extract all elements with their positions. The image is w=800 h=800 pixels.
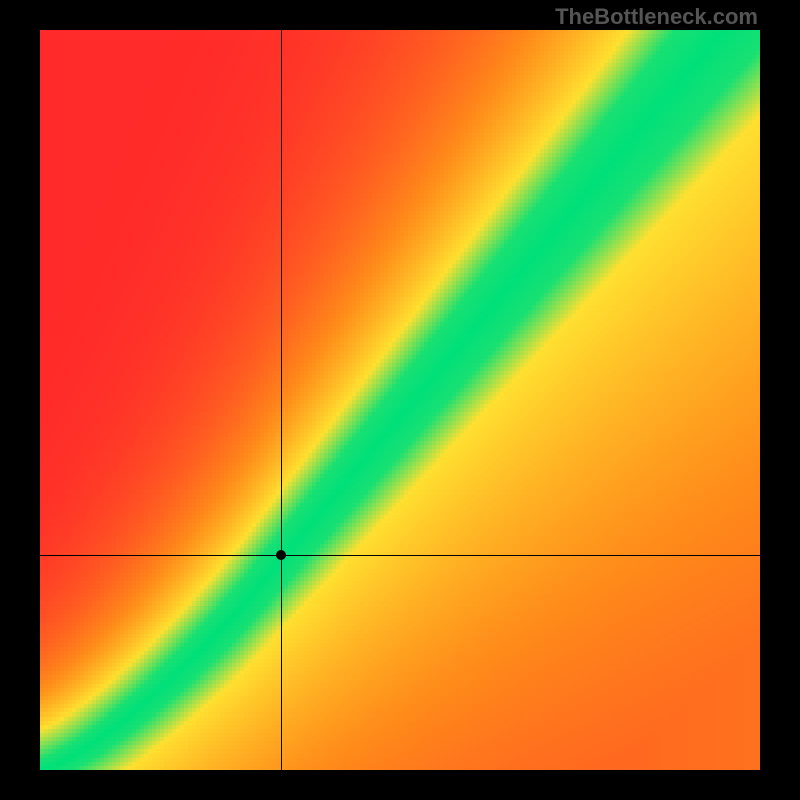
bottleneck-heatmap [40,30,760,770]
crosshair-vertical [281,30,282,770]
chart-container: TheBottleneck.com [0,0,800,800]
crosshair-horizontal [40,555,760,556]
watermark-text: TheBottleneck.com [555,4,758,30]
